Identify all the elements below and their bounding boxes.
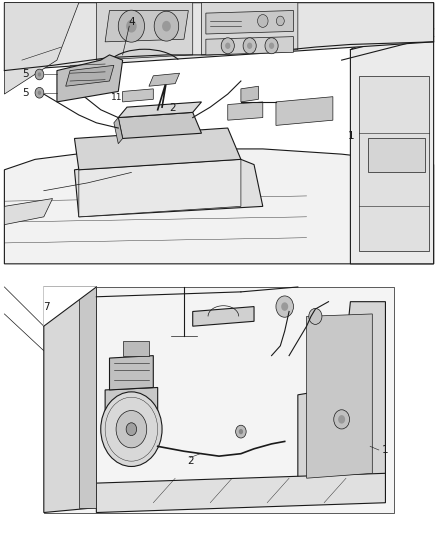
Circle shape — [116, 410, 147, 448]
Circle shape — [35, 87, 44, 98]
Circle shape — [276, 296, 293, 317]
Polygon shape — [193, 306, 254, 326]
Polygon shape — [4, 199, 53, 225]
Text: 4: 4 — [128, 17, 135, 27]
Circle shape — [236, 425, 246, 438]
Polygon shape — [96, 3, 193, 60]
Polygon shape — [96, 473, 385, 513]
Polygon shape — [359, 76, 429, 251]
Circle shape — [247, 43, 252, 49]
Circle shape — [162, 21, 171, 31]
Polygon shape — [44, 287, 96, 326]
Text: 5: 5 — [22, 69, 29, 79]
Polygon shape — [149, 73, 180, 86]
Polygon shape — [307, 314, 372, 478]
Polygon shape — [57, 55, 123, 102]
Polygon shape — [79, 287, 96, 507]
Polygon shape — [4, 149, 434, 264]
Polygon shape — [4, 3, 79, 94]
Polygon shape — [105, 387, 158, 419]
Circle shape — [221, 38, 234, 54]
Circle shape — [276, 16, 284, 26]
Polygon shape — [4, 3, 434, 70]
Text: 7: 7 — [42, 302, 49, 312]
Text: 5: 5 — [22, 88, 29, 98]
Polygon shape — [118, 112, 201, 139]
Polygon shape — [110, 356, 153, 390]
Circle shape — [38, 72, 41, 77]
Polygon shape — [228, 102, 263, 120]
Polygon shape — [66, 66, 114, 86]
Circle shape — [265, 38, 278, 54]
Polygon shape — [276, 96, 333, 125]
Circle shape — [281, 302, 288, 311]
Polygon shape — [123, 89, 153, 102]
Circle shape — [38, 91, 41, 95]
Text: 1: 1 — [382, 445, 389, 455]
Polygon shape — [368, 139, 425, 173]
Text: 1: 1 — [347, 131, 354, 141]
Polygon shape — [206, 11, 293, 34]
Text: 11: 11 — [111, 93, 122, 102]
Polygon shape — [4, 277, 434, 522]
Polygon shape — [79, 159, 241, 217]
Circle shape — [309, 309, 322, 325]
Circle shape — [258, 14, 268, 27]
Circle shape — [35, 69, 44, 80]
Polygon shape — [74, 154, 263, 217]
Circle shape — [334, 410, 350, 429]
Circle shape — [154, 11, 179, 41]
Circle shape — [101, 392, 162, 466]
Polygon shape — [206, 37, 293, 55]
Circle shape — [225, 43, 230, 49]
Polygon shape — [241, 86, 258, 102]
Polygon shape — [44, 287, 96, 513]
Polygon shape — [105, 11, 188, 42]
Polygon shape — [114, 118, 123, 144]
Polygon shape — [4, 3, 434, 264]
Polygon shape — [118, 102, 201, 118]
Circle shape — [126, 20, 137, 33]
Circle shape — [118, 10, 145, 42]
Polygon shape — [201, 3, 298, 55]
Polygon shape — [44, 287, 394, 513]
Polygon shape — [74, 128, 241, 170]
Circle shape — [338, 415, 345, 424]
Text: 2: 2 — [169, 103, 176, 114]
Circle shape — [126, 423, 137, 435]
Circle shape — [243, 38, 256, 54]
Circle shape — [269, 43, 274, 49]
Text: 2: 2 — [187, 456, 194, 465]
Polygon shape — [123, 341, 149, 356]
Circle shape — [239, 429, 243, 434]
Polygon shape — [350, 3, 434, 264]
Polygon shape — [298, 302, 385, 493]
